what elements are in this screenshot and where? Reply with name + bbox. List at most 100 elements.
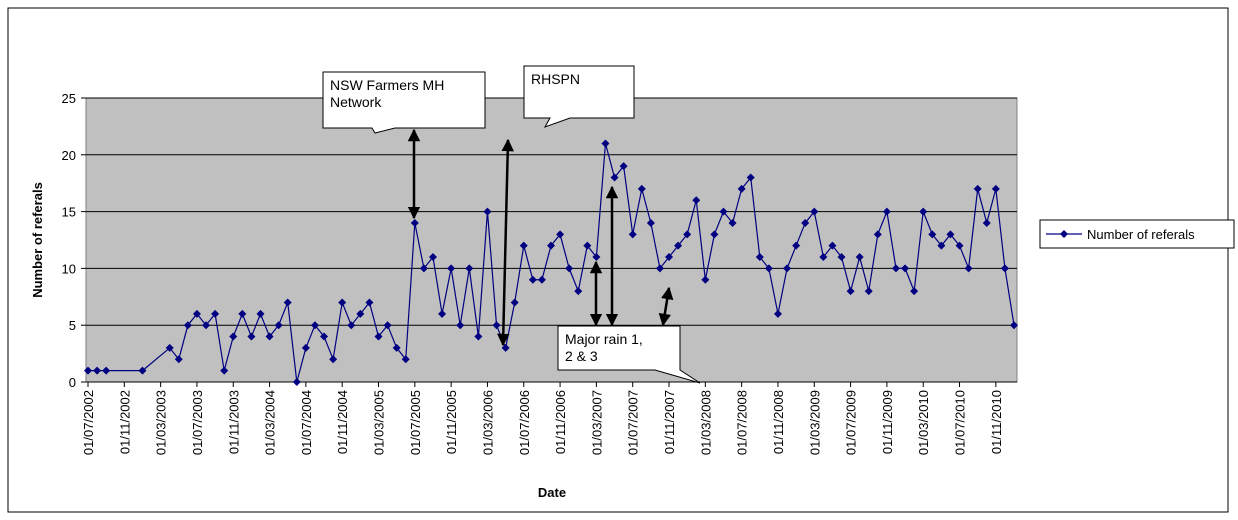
data-point [946, 230, 955, 239]
data-point [873, 230, 882, 239]
data-point [310, 321, 319, 330]
data-point [583, 241, 592, 250]
data-point [93, 366, 102, 375]
data-point [637, 184, 646, 193]
data-point [728, 218, 737, 227]
annotation: RHSPN [531, 71, 581, 87]
x-tick-label: 01/03/2006 [480, 390, 495, 455]
data-point [828, 241, 837, 250]
data-point [964, 264, 973, 273]
x-tick-label: 01/03/2005 [372, 390, 387, 455]
x-tick-label: 01/11/2005 [444, 390, 459, 454]
data-point [792, 241, 801, 250]
x-tick-label: 01/07/2010 [953, 390, 968, 455]
x-tick-label: 01/03/2007 [589, 390, 604, 455]
x-tick-label: 01/11/2008 [771, 390, 786, 454]
data-point [683, 230, 692, 239]
annotation: Major rain 1, 2 & 3 [565, 331, 643, 364]
callout-shapes [322, 65, 701, 384]
data-point [665, 253, 674, 262]
data-point [1010, 321, 1018, 330]
data-point [746, 173, 755, 182]
data-point [1000, 264, 1009, 273]
data-point [801, 218, 810, 227]
data-point [347, 321, 356, 330]
data-point [329, 355, 338, 364]
data-point [165, 343, 174, 352]
data-point [238, 309, 247, 318]
callout-box [322, 71, 486, 134]
data-point [855, 253, 864, 262]
data-point [928, 230, 937, 239]
x-tick-label: 01/07/2005 [408, 390, 423, 455]
data-point [202, 321, 211, 330]
data-point [265, 332, 274, 341]
data-point [483, 207, 492, 216]
data-point [937, 241, 946, 250]
data-point [211, 309, 220, 318]
x-tick-label: 01/07/2007 [626, 390, 641, 455]
data-point [365, 298, 374, 307]
data-point [646, 218, 655, 227]
x-axis-title: Date [538, 485, 566, 500]
data-point [528, 275, 537, 284]
data-point [810, 207, 819, 216]
x-tick-label: 01/07/2009 [844, 390, 859, 455]
data-point [674, 241, 683, 250]
data-point [556, 230, 565, 239]
data-point [710, 230, 719, 239]
data-point [701, 275, 710, 284]
data-point [84, 366, 92, 375]
data-point [410, 218, 419, 227]
data-point [628, 230, 637, 239]
data-point [256, 309, 265, 318]
arrow [658, 286, 674, 327]
data-point [619, 162, 628, 171]
data-point [192, 309, 201, 318]
data-point [465, 264, 474, 273]
data-point [537, 275, 546, 284]
data-point [338, 298, 347, 307]
data-point [973, 184, 982, 193]
x-tick-label: 01/07/2004 [299, 390, 314, 455]
data-point [846, 287, 855, 296]
y-tick-label: 0 [69, 375, 76, 390]
data-point [519, 241, 528, 250]
data-point [755, 253, 764, 262]
data-point [882, 207, 891, 216]
x-tick-label: 01/03/2004 [263, 390, 278, 455]
data-point [220, 366, 229, 375]
data-point [229, 332, 238, 341]
data-point [982, 218, 991, 227]
data-point [719, 207, 728, 216]
y-tick-label: 15 [62, 205, 76, 220]
y-tick-label: 10 [62, 261, 76, 276]
legend-items: Number of referals [1046, 227, 1195, 242]
data-point [601, 139, 610, 148]
legend-marker [1060, 230, 1068, 238]
data-point [764, 264, 773, 273]
y-tick-label: 25 [62, 91, 76, 106]
data-point [991, 184, 1000, 193]
data-point [919, 207, 928, 216]
data-point [174, 355, 183, 364]
x-tick-label: 01/11/2006 [553, 390, 568, 454]
data-point [773, 309, 782, 318]
y-tick-label: 20 [62, 148, 76, 163]
x-tick-label: 01/03/2008 [698, 390, 713, 455]
data-point [574, 287, 583, 296]
data-point [283, 298, 292, 307]
x-tick-label: 01/03/2003 [154, 390, 169, 455]
x-tick-label: 01/03/2010 [916, 390, 931, 455]
data-point [401, 355, 410, 364]
data-point [138, 366, 147, 375]
data-point [901, 264, 910, 273]
data-point [102, 366, 111, 375]
data-point [392, 343, 401, 352]
x-tick-label: 01/11/2002 [117, 390, 132, 454]
data-point [837, 253, 846, 262]
data-point [955, 241, 964, 250]
data-point [547, 241, 555, 250]
